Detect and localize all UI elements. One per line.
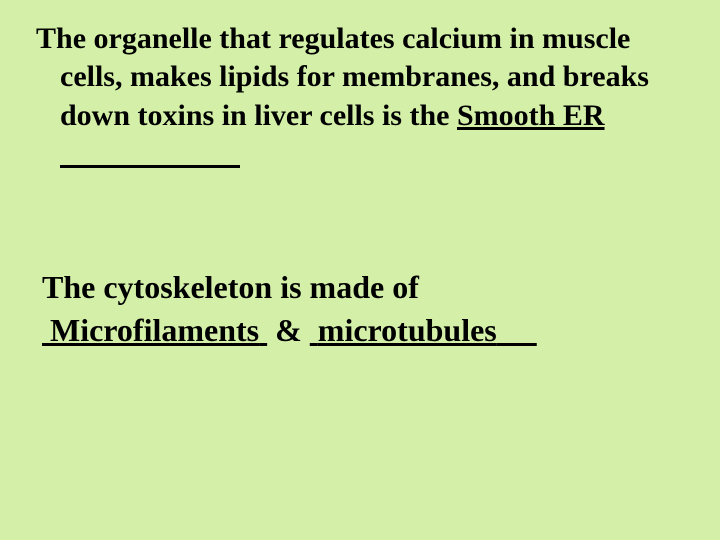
blank-2a-post (259, 312, 267, 348)
question-2-line2: Microfilaments & microtubules (42, 309, 688, 352)
answer-2b: microtubules (318, 312, 497, 348)
blank-2b-pre (310, 312, 318, 348)
question-1-block: The organelle that regulates calcium in … (58, 20, 688, 174)
blank-2b-post (497, 312, 537, 348)
blank-1-filler (60, 137, 240, 170)
answer-1: Smooth ER (457, 99, 605, 132)
blank-2a-pre (42, 312, 50, 348)
question-2-block: The cytoskeleton is made of Microfilamen… (32, 266, 688, 352)
connector-and: & (267, 312, 310, 348)
answer-2a: Microfilaments (50, 312, 259, 348)
question-2-line1: The cytoskeleton is made of (42, 266, 688, 309)
